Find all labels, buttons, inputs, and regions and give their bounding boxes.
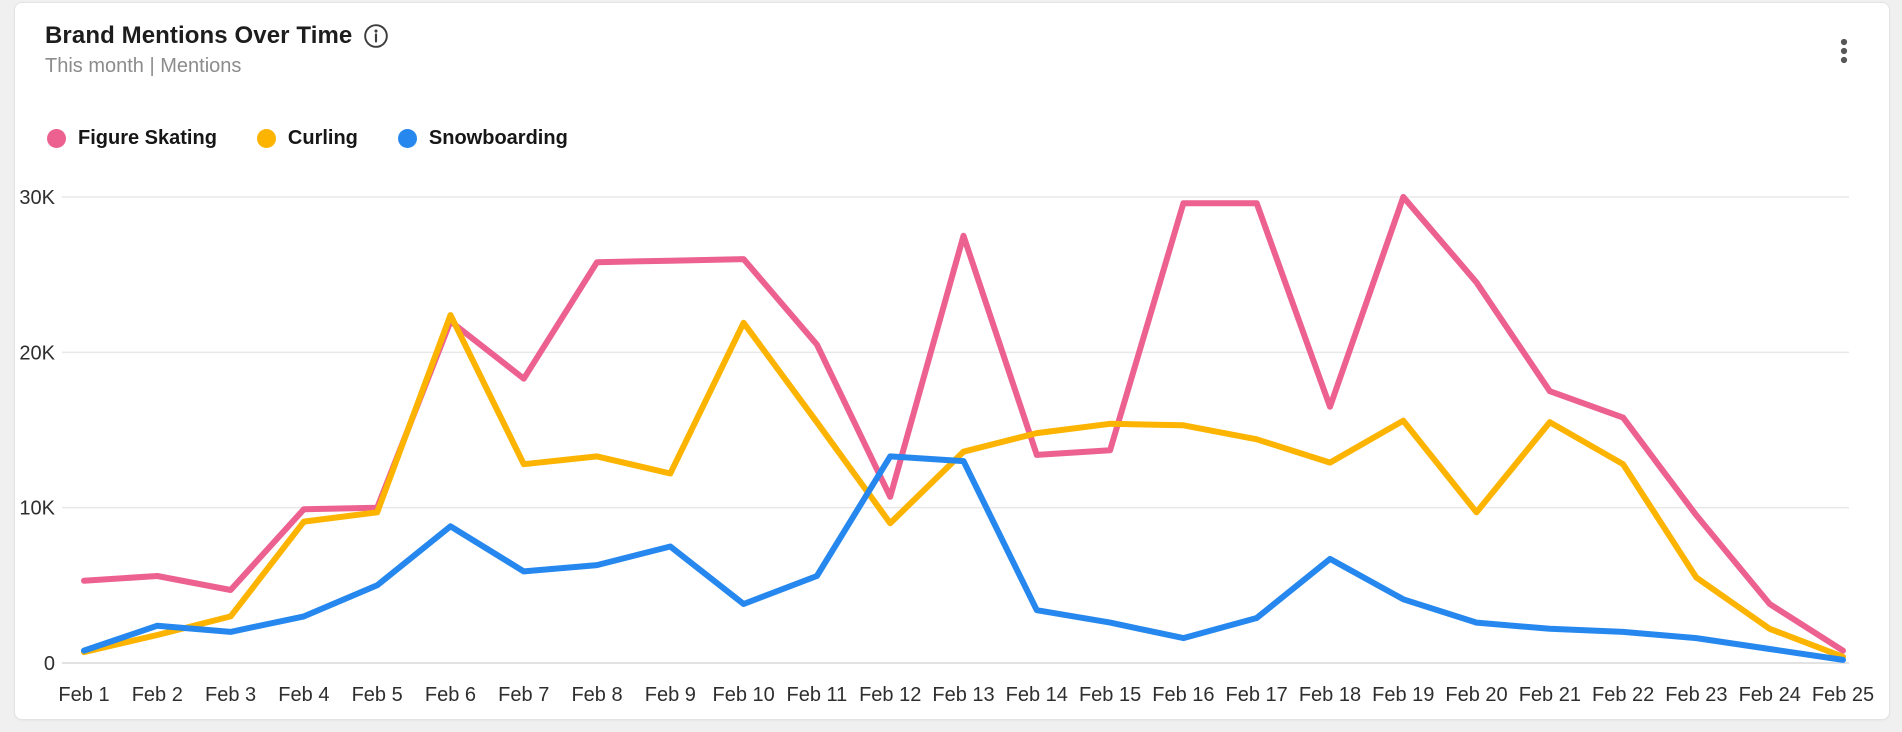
kebab-menu-icon[interactable] [1829, 33, 1859, 69]
line-curling[interactable] [81, 312, 1846, 660]
chart-subtitle: This month | Mentions [45, 55, 242, 77]
legend-dot-snowboarding [397, 129, 417, 148]
legend-dot-curling [256, 129, 276, 148]
page-title: Brand Mentions Over Time [45, 22, 353, 49]
legend-item-figure-skating[interactable]: Figure Skating [47, 127, 217, 150]
legend-label: Curling [287, 127, 358, 149]
legend-label: Figure Skating [78, 127, 217, 149]
chart-card: Brand Mentions Over Time This month | Me… [14, 2, 1890, 720]
info-icon[interactable] [363, 23, 389, 49]
legend-item-curling[interactable]: Curling [256, 127, 358, 150]
legend-dot-figure-skating [47, 129, 66, 148]
legend-item-snowboarding[interactable]: Snowboarding [397, 127, 568, 150]
chart-header: Brand Mentions Over Time [45, 21, 389, 51]
legend: Figure Skating Curling Snowboarding [47, 127, 568, 150]
legend-label: Snowboarding [428, 127, 568, 149]
line-snowboarding[interactable] [81, 453, 1846, 663]
